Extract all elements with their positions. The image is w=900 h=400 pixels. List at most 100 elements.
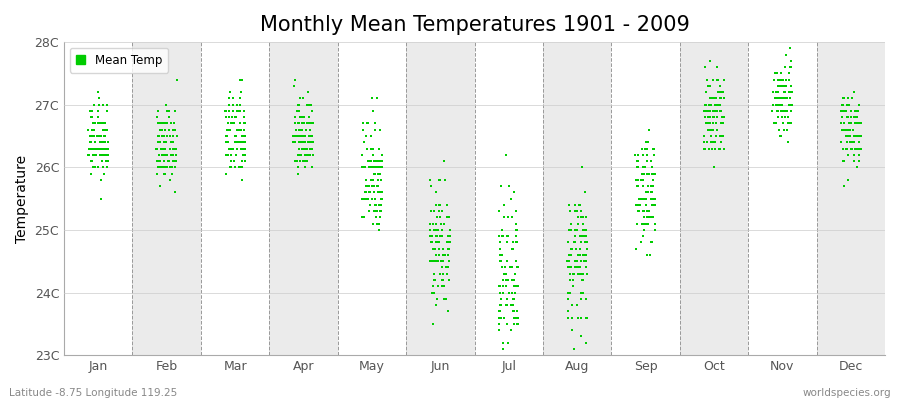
Point — [366, 108, 381, 114]
Point — [84, 158, 98, 164]
Point — [97, 120, 112, 127]
Point — [783, 95, 797, 102]
Point — [501, 183, 516, 189]
Point — [567, 346, 581, 352]
Point — [841, 133, 855, 139]
Point — [641, 189, 655, 196]
Point — [509, 208, 524, 214]
Point — [503, 264, 517, 271]
Point — [778, 108, 793, 114]
Point — [714, 89, 728, 95]
Point — [435, 277, 449, 283]
Point — [698, 102, 713, 108]
Point — [706, 120, 720, 127]
Point — [565, 270, 580, 277]
Point — [151, 139, 166, 146]
Point — [292, 126, 306, 133]
Point — [292, 133, 306, 139]
Point — [88, 152, 103, 158]
Point — [579, 252, 593, 258]
Point — [631, 164, 645, 170]
Point — [85, 139, 99, 146]
Point — [775, 95, 789, 102]
Point — [573, 296, 588, 302]
Point — [101, 139, 115, 146]
Bar — [132, 42, 201, 355]
Point — [766, 102, 780, 108]
Point — [492, 289, 507, 296]
Point — [641, 170, 655, 177]
Point — [430, 227, 445, 233]
Point — [501, 214, 516, 221]
Point — [292, 145, 306, 152]
Point — [837, 120, 851, 127]
Point — [770, 114, 785, 120]
Point — [155, 152, 169, 158]
Point — [770, 108, 784, 114]
Point — [505, 302, 519, 308]
Point — [218, 108, 232, 114]
Point — [634, 177, 648, 183]
Point — [629, 202, 643, 208]
Point — [155, 145, 169, 152]
Point — [497, 202, 511, 208]
Point — [153, 183, 167, 189]
Point — [427, 227, 441, 233]
Point — [223, 126, 238, 133]
Point — [165, 164, 179, 170]
Point — [836, 108, 850, 114]
Point — [367, 158, 382, 164]
Point — [508, 233, 523, 239]
Point — [850, 108, 864, 114]
Point — [561, 289, 575, 296]
Point — [428, 227, 443, 233]
Point — [442, 277, 456, 283]
Bar — [680, 42, 748, 355]
Point — [303, 145, 318, 152]
Point — [646, 202, 661, 208]
Point — [706, 95, 721, 102]
Point — [848, 133, 862, 139]
Point — [85, 158, 99, 164]
Point — [299, 126, 313, 133]
Point — [850, 164, 864, 170]
Point — [369, 202, 383, 208]
Point — [302, 126, 317, 133]
Point — [86, 108, 100, 114]
Point — [160, 133, 175, 139]
Point — [772, 95, 787, 102]
Point — [566, 270, 580, 277]
Point — [642, 126, 656, 133]
Point — [706, 108, 721, 114]
Point — [163, 133, 177, 139]
Point — [570, 302, 584, 308]
Point — [369, 158, 383, 164]
Point — [573, 264, 588, 271]
Point — [713, 108, 727, 114]
Point — [771, 126, 786, 133]
Point — [572, 202, 587, 208]
Point — [95, 126, 110, 133]
Point — [500, 358, 514, 364]
Point — [574, 289, 589, 296]
Point — [644, 252, 658, 258]
Point — [834, 120, 849, 127]
Point — [226, 102, 240, 108]
Point — [775, 108, 789, 114]
Point — [373, 189, 387, 196]
Point — [290, 108, 304, 114]
Point — [159, 120, 174, 127]
Point — [302, 133, 317, 139]
Point — [560, 258, 574, 264]
Point — [296, 158, 310, 164]
Point — [579, 233, 593, 239]
Point — [499, 371, 513, 377]
Point — [303, 133, 318, 139]
Point — [698, 114, 712, 120]
Point — [715, 114, 729, 120]
Point — [635, 183, 650, 189]
Point — [628, 246, 643, 252]
Point — [100, 145, 114, 152]
Point — [230, 126, 245, 133]
Point — [700, 139, 715, 146]
